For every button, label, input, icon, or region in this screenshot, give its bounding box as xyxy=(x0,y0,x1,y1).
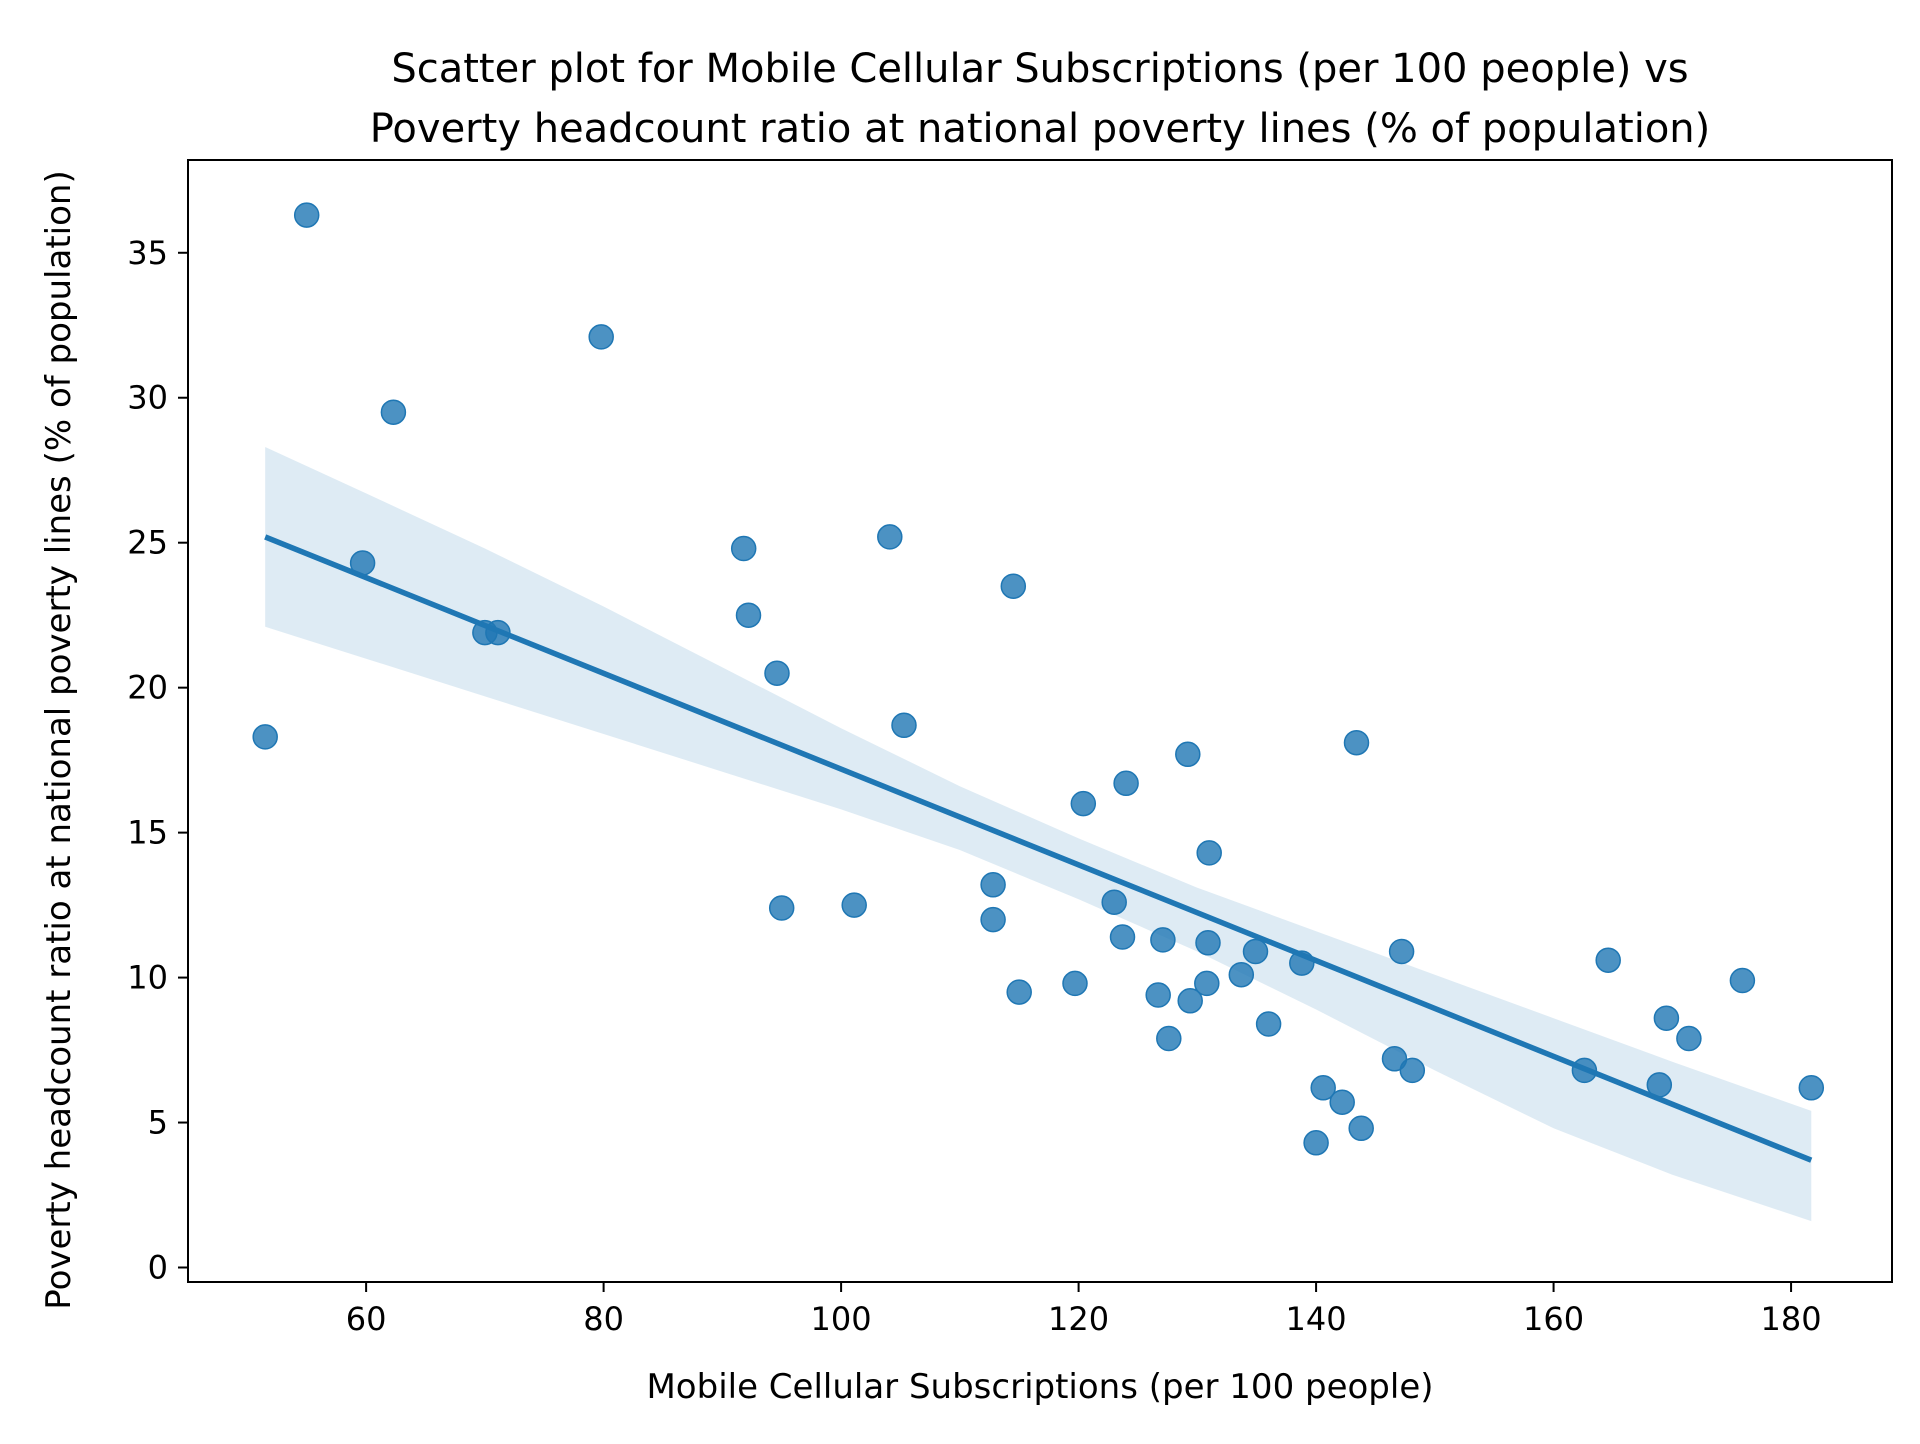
x-tick-label: 100 xyxy=(811,1300,872,1338)
data-point xyxy=(730,535,757,562)
y-tick-label: 30 xyxy=(127,379,168,417)
x-tick-label: 60 xyxy=(346,1300,387,1338)
x-tick-label: 180 xyxy=(1761,1300,1822,1338)
data-point xyxy=(1388,938,1415,965)
y-axis-label: Poverty headcount ratio at national pove… xyxy=(39,170,79,1309)
data-point xyxy=(891,712,917,739)
y-tick-label: 25 xyxy=(127,524,168,562)
x-tick-label: 140 xyxy=(1286,1300,1347,1338)
data-point xyxy=(1676,1025,1702,1052)
data-point xyxy=(980,906,1006,933)
data-point xyxy=(1343,729,1370,756)
y-tick-label: 20 xyxy=(127,669,168,707)
x-tick-label: 80 xyxy=(583,1300,624,1338)
y-tick-label: 5 xyxy=(148,1104,168,1142)
data-point xyxy=(1194,970,1220,997)
data-point xyxy=(735,602,762,628)
data-point xyxy=(1329,1089,1355,1115)
data-point xyxy=(841,892,867,918)
data-point xyxy=(1242,938,1269,965)
data-point xyxy=(293,202,320,228)
chart-title-line-2: Poverty headcount ratio at national pove… xyxy=(370,106,1711,152)
data-point xyxy=(1798,1075,1825,1101)
y-tick-label: 10 xyxy=(127,959,168,997)
data-point xyxy=(1303,1130,1329,1156)
x-tick-label: 160 xyxy=(1523,1300,1584,1338)
data-point xyxy=(877,524,903,550)
data-point xyxy=(1228,961,1255,988)
data-point xyxy=(1177,988,1203,1014)
data-point xyxy=(1000,573,1027,599)
data-point xyxy=(1101,889,1127,915)
data-point xyxy=(768,895,795,921)
y-tick-label: 35 xyxy=(127,234,168,272)
data-point xyxy=(1070,790,1097,817)
regression-line xyxy=(264,534,1813,1163)
data-point xyxy=(1348,1115,1374,1142)
data-point xyxy=(1255,1011,1282,1037)
plot-frame xyxy=(187,159,1893,1283)
data-point xyxy=(1113,770,1139,797)
data-point xyxy=(252,724,278,750)
data-point xyxy=(1195,930,1221,956)
chart-title-line-1: Scatter plot for Mobile Cellular Subscri… xyxy=(391,46,1688,92)
data-point xyxy=(1310,1075,1336,1101)
plot-area: 60 80 100 120 140 160 180 0 5 10 15 20 25 30 35 xyxy=(127,159,1893,1338)
data-point xyxy=(1175,741,1201,768)
data-point xyxy=(1006,979,1032,1005)
data-point xyxy=(1196,840,1222,866)
data-point xyxy=(1595,947,1621,973)
confidence-band xyxy=(265,447,1812,1222)
y-tick-label: 15 xyxy=(127,814,168,852)
data-point xyxy=(380,399,407,425)
data-point xyxy=(1145,982,1171,1008)
y-tick-label: 0 xyxy=(148,1249,168,1287)
x-tick-label: 120 xyxy=(1048,1300,1109,1338)
data-point xyxy=(1150,927,1176,953)
data-point xyxy=(764,660,790,686)
data-point xyxy=(980,872,1006,898)
data-point xyxy=(1381,1046,1408,1072)
data-point xyxy=(1399,1057,1426,1084)
data-point xyxy=(1729,967,1756,994)
x-axis-label: Mobile Cellular Subscriptions (per 100 p… xyxy=(646,1367,1433,1407)
data-point xyxy=(1653,1005,1680,1031)
data-point xyxy=(1109,924,1136,950)
data-point xyxy=(1062,970,1088,997)
data-point xyxy=(588,324,614,350)
data-point xyxy=(1156,1025,1182,1052)
